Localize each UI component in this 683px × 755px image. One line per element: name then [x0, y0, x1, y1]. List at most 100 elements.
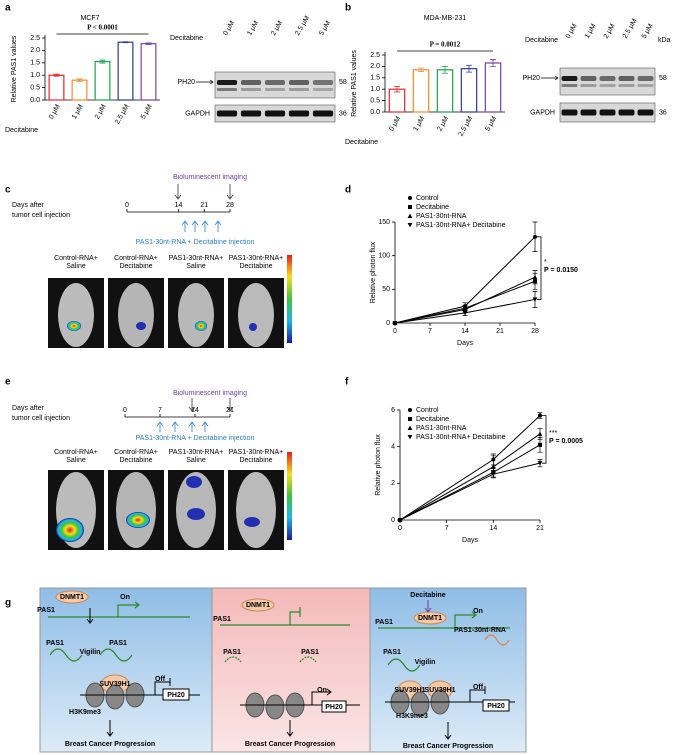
band [618, 76, 635, 81]
panel-letter: g [5, 598, 11, 609]
timeline-tick-label: 14 [175, 202, 183, 209]
x-tick-label: 28 [531, 328, 539, 335]
group-label: Saline [186, 457, 206, 464]
timeline-label: tumor cell injection [12, 415, 70, 422]
y-tick-label: 1.0 [370, 86, 380, 93]
marker [538, 413, 542, 418]
band [561, 84, 578, 87]
legend-marker [408, 196, 412, 200]
legend-label: Control [416, 195, 439, 202]
diagram-label: Breast Cancer Progression [245, 741, 335, 748]
timeline-label: Days after [12, 202, 45, 209]
error-bar [53, 73, 60, 77]
marker [537, 461, 543, 466]
band [216, 110, 238, 117]
lane-label: 1 μM [246, 20, 260, 37]
error-bar [490, 59, 496, 67]
band [618, 109, 635, 116]
marker [532, 274, 538, 280]
lane-label: 0 μM [565, 23, 579, 40]
significance-bracket [537, 236, 542, 300]
group-label: PAS1-30nt-RNA+ [169, 449, 224, 456]
timeline-tick-label: 21 [226, 407, 234, 414]
diagram-label: PAS1 [213, 616, 231, 623]
group-label: Saline [186, 263, 206, 270]
error-bar [466, 64, 472, 73]
annotation: P = 0.0150 [544, 267, 578, 274]
legend-label: PAS1-30nt-RNA [416, 425, 467, 432]
x-tick-label: 2.5 μM [457, 115, 474, 137]
legend-marker [408, 205, 412, 209]
treatment-label: Decitabine [170, 35, 203, 42]
legend-marker [407, 223, 413, 228]
bar [484, 62, 502, 113]
target-label: PH20 [177, 79, 195, 86]
injection-label: PAS1-30nt-RNA + Decitabine injection [136, 239, 255, 246]
marker [490, 472, 496, 477]
x-axis-label: Decitabine [5, 127, 38, 134]
y-tick-label: 4 [391, 444, 395, 451]
y-tick-label: 0.5 [370, 97, 380, 104]
x-tick-label: 1 μM [71, 103, 85, 120]
band [216, 88, 238, 91]
diagram-label: PH20 [325, 704, 343, 711]
kda-label: 36 [659, 109, 667, 116]
band [216, 80, 238, 85]
diagram-label: Vigilin [80, 649, 101, 656]
error-bar [394, 86, 400, 93]
timeline-tick-label: 0 [125, 202, 129, 209]
band [561, 109, 578, 116]
model-diagram [39, 587, 527, 753]
diagram-label: SUV39H1 [424, 687, 455, 694]
diagram-label: Vigilin [415, 659, 436, 666]
annotation: * [544, 259, 547, 266]
diagram-label: DNMT1 [60, 594, 84, 601]
band [288, 110, 310, 117]
y-tick-label: 6 [391, 407, 395, 414]
band [618, 84, 635, 87]
line [399, 462, 541, 521]
band [264, 110, 286, 117]
x-tick-label: 5 μM [140, 103, 154, 120]
chart-title: MCF7 [80, 15, 99, 22]
panel-letter: e [5, 377, 11, 388]
error-bar [145, 42, 152, 45]
marker [533, 234, 537, 239]
mouse-images [48, 255, 292, 550]
annotation: P = 0.0012 [430, 41, 461, 49]
diagram-label: On [120, 594, 130, 601]
y-tick-label: 100 [378, 253, 390, 260]
band [264, 80, 286, 85]
y-axis-label: Relative PAS1 values [11, 35, 18, 102]
line [394, 280, 536, 324]
y-tick-label: 0.5 [30, 84, 40, 91]
bar [436, 69, 454, 113]
treatment-label: Decitabine [525, 37, 558, 44]
band [240, 88, 262, 91]
y-tick-label: 1.5 [30, 60, 40, 67]
diagram-label: SUV39H1 [99, 681, 130, 688]
legend-label: Control [416, 407, 439, 414]
marker [490, 464, 496, 469]
diagram-label: PAS1 [223, 649, 241, 656]
band [599, 76, 616, 81]
band [637, 84, 654, 87]
x-tick-label: 7 [445, 525, 449, 532]
bar [140, 43, 157, 101]
diagram-label: PAS1 [109, 640, 127, 647]
target-label: PH20 [522, 75, 540, 82]
legend-marker [407, 213, 413, 218]
error-bar [122, 41, 129, 44]
imaging-label: Bioluminescent imaging [173, 390, 247, 397]
lane-label: 2.5 μM [294, 15, 311, 37]
bar [412, 69, 430, 113]
lane-label: 5 μM [318, 20, 332, 37]
annotation: *** [549, 430, 557, 437]
group-label: Decitabine [239, 457, 272, 464]
y-tick-label: 2.5 [30, 35, 40, 42]
y-tick-label: 0.0 [370, 109, 380, 116]
group-label: PAS1-30nt-RNA+ [229, 449, 284, 456]
y-axis-label: Relative photon flux [370, 241, 377, 303]
diagram-label: On [317, 687, 327, 694]
